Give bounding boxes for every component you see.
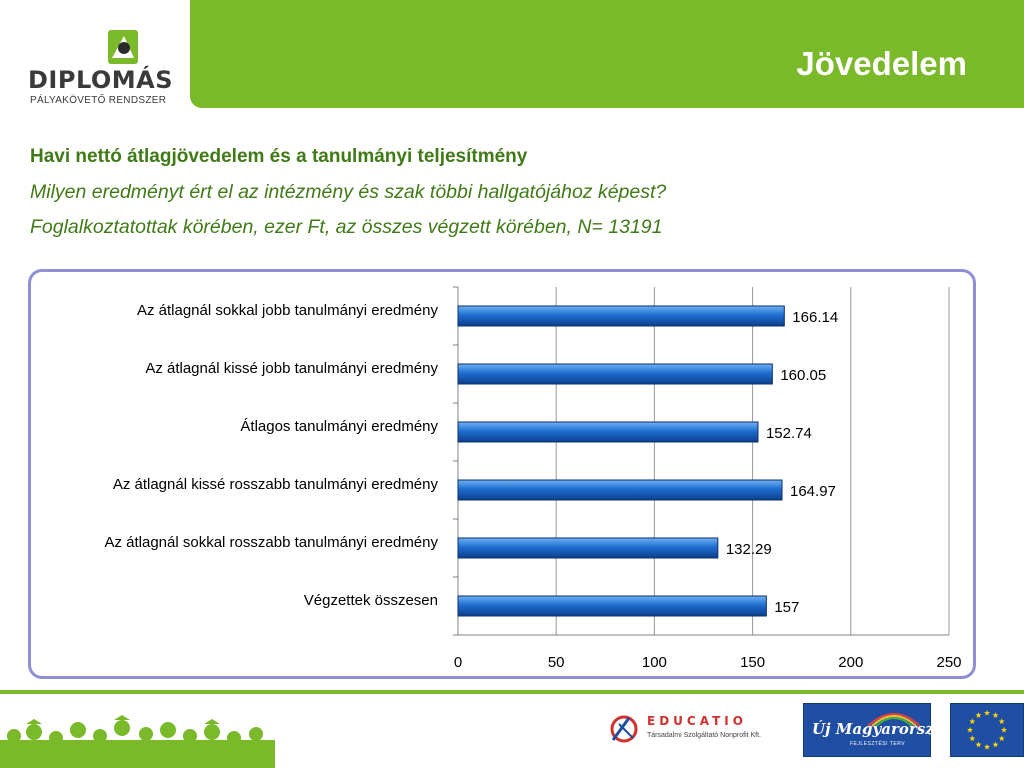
eu-star-icon: [983, 709, 991, 716]
bar: [457, 305, 785, 327]
page-title: Jövedelem: [796, 45, 967, 82]
chart-bars: [457, 305, 785, 617]
eu-star-icon: [969, 735, 976, 742]
category-label: Az átlagnál kissé jobb tanulmányi eredmé…: [145, 360, 438, 377]
bar: [457, 479, 783, 501]
educatio-subtitle: Társadalmi Szolgáltató Nonprofit Kft.: [647, 732, 761, 739]
category-label: Végzettek összesen: [304, 592, 438, 609]
chart-population-note: Foglalkoztatottak körében, ezer Ft, az ö…: [30, 216, 663, 238]
x-tick-label: 200: [838, 654, 863, 671]
uj-magyarorszag-text: Új Magyarország: [812, 720, 954, 738]
diplomas-logo-icon: [108, 30, 138, 64]
chart-labels: 0 50 100 150 200 250 Az átlagnál sokkal jobb t…: [104, 302, 961, 671]
eu-star-icon: [992, 712, 999, 718]
eu-star-icon: [975, 741, 982, 748]
eu-star-icon: [975, 712, 982, 718]
logo-name: DIPLOMÁS: [28, 66, 174, 94]
value-label: 152.74: [766, 425, 812, 442]
graduates-silhouette-icon: [0, 715, 275, 768]
eu-star-icon: [969, 718, 976, 725]
value-label: 157: [774, 599, 799, 616]
x-tick-label: 100: [642, 654, 667, 671]
category-label: Az átlagnál sokkal jobb tanulmányi eredm…: [137, 302, 439, 319]
category-label: Az átlagnál sokkal rosszabb tanulmányi e…: [104, 534, 438, 551]
value-label: 160.05: [780, 367, 826, 384]
chart-grid: [453, 286, 950, 636]
eu-star-icon: [998, 718, 1005, 725]
chart-heading: Havi nettó átlagjövedelem és a tanulmány…: [30, 146, 528, 167]
eu-star-icon: [992, 741, 999, 748]
value-label: 166.14: [792, 309, 838, 326]
x-tick-label: 250: [936, 654, 961, 671]
bar: [457, 595, 767, 617]
chart-question: Milyen eredményt ért el az intézmény és …: [30, 181, 667, 203]
eu-star-icon: [966, 726, 974, 733]
chart-frame: [28, 269, 976, 679]
category-label: Az átlagnál kissé rosszabb tanulmányi er…: [113, 476, 439, 493]
category-label: Átlagos tanulmányi eredmény: [240, 418, 438, 435]
eu-stars-icon: [966, 709, 1008, 750]
eu-flag: [950, 703, 1024, 757]
bar: [457, 363, 773, 385]
logo-subtitle: PÁLYAKÖVETŐ RENDSZER: [30, 95, 167, 106]
educatio-emblem-icon: [610, 715, 638, 743]
x-tick-label: 0: [454, 654, 462, 671]
footer-divider: [0, 690, 1024, 694]
bar: [457, 537, 719, 559]
diplomas-logo: DIPLOMÁS PÁLYAKÖVETŐ RENDSZER: [22, 22, 182, 114]
title-bar: Jövedelem: [190, 0, 1024, 108]
eu-star-icon: [998, 735, 1005, 742]
eu-star-icon: [983, 743, 991, 750]
uj-magyarorszag-logo: Új Magyarország FEJLESZTÉSI TERV: [803, 703, 954, 757]
value-label: 164.97: [790, 483, 836, 500]
educatio-name: EDUCATIO: [647, 714, 747, 728]
uj-magyarorszag-subtitle: FEJLESZTÉSI TERV: [850, 741, 906, 747]
educatio-logo: EDUCATIO Társadalmi Szolgáltató Nonprofi…: [607, 712, 767, 748]
bar: [457, 421, 759, 443]
eu-star-icon: [1000, 726, 1008, 733]
x-tick-label: 50: [548, 654, 565, 671]
rainbow-arc-icon: [867, 713, 921, 727]
value-label: 132.29: [726, 541, 772, 558]
x-tick-label: 150: [740, 654, 765, 671]
